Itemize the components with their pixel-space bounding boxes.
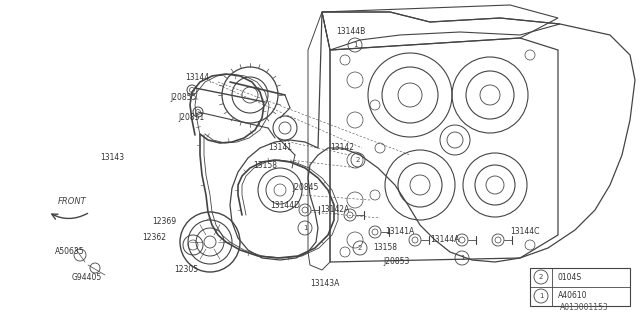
Text: 13158: 13158 [253,161,277,170]
Text: A40610: A40610 [558,292,588,300]
Bar [530,268,630,306]
Text: A50635: A50635 [55,247,84,257]
Text: J20855: J20855 [170,93,196,102]
Text: 1: 1 [539,293,543,299]
Text: 12369: 12369 [152,218,176,227]
Text: 2: 2 [358,245,362,251]
Text: J20851: J20851 [178,114,204,123]
Text: 13142A: 13142A [320,205,349,214]
Text: 13141: 13141 [268,143,292,153]
Text: 13143: 13143 [100,154,124,163]
Text: A013001153: A013001153 [560,303,609,313]
Text: 13144B: 13144B [336,28,365,36]
Text: 1: 1 [303,225,307,231]
Text: 13142: 13142 [330,143,354,153]
Text: FRONT: FRONT [58,197,86,206]
Text: 12305: 12305 [174,266,198,275]
Text: 13144C: 13144C [510,228,540,236]
Text: 1: 1 [353,42,357,48]
Text: 2: 2 [356,157,360,163]
Text: 13158: 13158 [373,243,397,252]
Text: 13143A: 13143A [310,278,339,287]
Text: 13144: 13144 [185,74,209,83]
Text: 13144D: 13144D [270,201,300,210]
Text: J20845: J20845 [292,183,318,193]
Text: 13141A: 13141A [385,228,414,236]
Text: 13144A: 13144A [430,236,460,244]
Text: 12362: 12362 [142,234,166,243]
Text: 1: 1 [460,255,464,261]
Text: G94405: G94405 [72,274,102,283]
Text: J20853: J20853 [383,258,410,267]
Text: 2: 2 [539,274,543,280]
Text: 0104S: 0104S [558,273,582,282]
